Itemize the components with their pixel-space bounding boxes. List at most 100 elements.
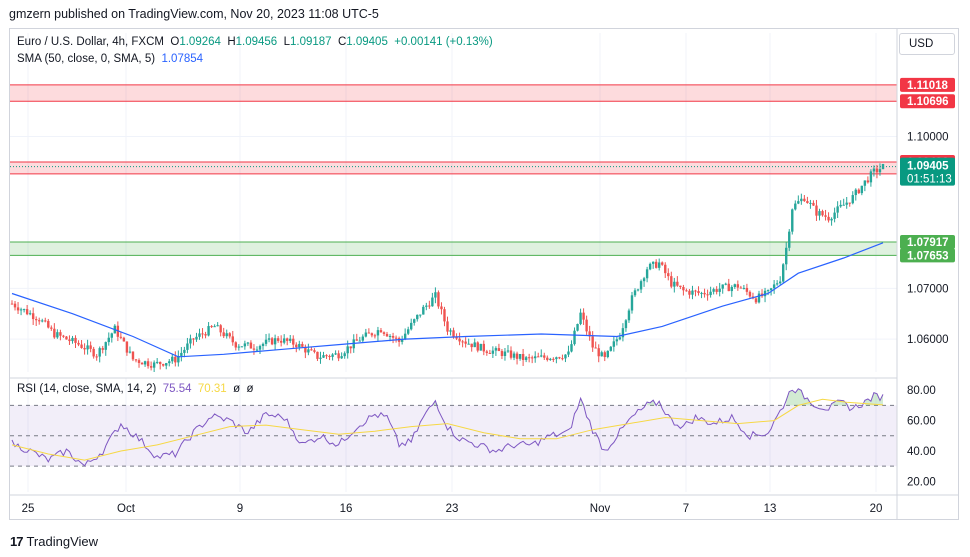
price-pane: [10, 33, 897, 372]
candle-up: [419, 314, 422, 316]
candle-up: [319, 357, 322, 359]
candle-down: [664, 264, 667, 274]
candle-up: [645, 269, 649, 279]
candle-down: [661, 262, 664, 265]
candle-up: [621, 328, 625, 338]
candle-up: [104, 342, 107, 350]
candle-down: [349, 346, 352, 349]
candle-down: [31, 313, 35, 320]
footer-brand[interactable]: 17 TradingView: [10, 534, 98, 549]
candle-up: [152, 362, 156, 368]
candle-down: [325, 355, 328, 357]
candle-down: [446, 321, 449, 332]
candle-down: [857, 189, 861, 194]
candle-down: [748, 291, 752, 297]
candle-up: [494, 348, 498, 351]
candle-up: [609, 346, 613, 351]
candle-up: [171, 356, 174, 362]
candle-up: [564, 354, 567, 359]
candle-down: [10, 303, 14, 305]
candle-down: [476, 342, 479, 351]
price-badge-label: 1.11018: [907, 80, 949, 92]
candle-up: [376, 330, 380, 336]
candle-down: [92, 348, 95, 357]
candle-down: [140, 362, 144, 365]
candle-down: [379, 330, 383, 333]
candle-up: [724, 283, 727, 285]
candle-up: [555, 357, 558, 360]
candle-down: [328, 356, 331, 358]
y-tick-label: 1.06000: [907, 334, 949, 346]
candle-up: [261, 343, 265, 347]
candle-down: [464, 341, 467, 344]
candle-down: [373, 335, 377, 337]
candle-down: [252, 348, 256, 350]
candle-down: [95, 356, 98, 358]
price-badge-label: 1.07917: [907, 237, 949, 249]
candle-down: [34, 319, 38, 321]
candle-up: [730, 286, 733, 292]
candle-down: [249, 342, 253, 349]
candle-up: [854, 189, 857, 196]
candle-up: [633, 290, 637, 296]
candle-down: [149, 366, 153, 368]
candle-down: [812, 202, 815, 206]
rsi-label: RSI (14, close, SMA, 14, 2): [17, 383, 157, 395]
candle-up: [413, 319, 416, 323]
candle-down: [497, 348, 501, 352]
candle-down: [292, 338, 295, 345]
candle-up: [733, 284, 737, 287]
candle-up: [307, 349, 310, 353]
candle-up: [110, 333, 114, 338]
rsi-tick-label: 60.00: [907, 416, 936, 428]
candle-up: [431, 297, 434, 307]
candle-up: [775, 283, 779, 285]
candle-up: [624, 320, 628, 329]
close-value: 1.09405: [346, 36, 388, 48]
candle-up: [721, 284, 724, 289]
price-badge: [900, 248, 955, 263]
candle-up: [503, 351, 507, 357]
candle-up: [833, 212, 836, 219]
candle-up: [180, 352, 183, 356]
candle-up: [273, 338, 277, 345]
candle-up: [518, 354, 522, 359]
candle-up: [322, 355, 325, 358]
candle-up: [648, 263, 652, 270]
open-value: 1.09264: [179, 36, 221, 48]
price-badge: [900, 77, 955, 92]
candle-down: [688, 290, 691, 295]
candle-down: [543, 355, 546, 358]
sma-legend: SMA (50, close, 0, SMA, 5) 1.07854: [17, 53, 203, 65]
candle-down: [122, 337, 126, 342]
symbol-name: Euro / U.S. Dollar, 4h, FXCM: [17, 36, 164, 48]
candle-up: [186, 343, 189, 350]
candle-up: [863, 180, 867, 186]
rsi-ma-value: 70.31: [197, 383, 227, 395]
candle-down: [385, 333, 389, 337]
price-badge-label: 1.10696: [907, 96, 949, 108]
candle-down: [391, 335, 395, 338]
candle-down: [192, 338, 195, 340]
candle-up: [651, 261, 655, 264]
candle-down: [13, 303, 17, 308]
candle-down: [585, 319, 588, 332]
candle-down: [754, 298, 758, 303]
candle-up: [860, 185, 864, 194]
candle-up: [410, 322, 413, 330]
candle-up: [642, 278, 646, 282]
candle-up: [769, 288, 773, 291]
candle-down: [355, 339, 358, 341]
candle-down: [231, 336, 234, 343]
current-price-label: 1.09405: [907, 161, 949, 173]
currency-button[interactable]: USD: [899, 33, 955, 55]
x-tick-label: 25: [22, 503, 35, 515]
y-tick-label: 1.07000: [907, 283, 949, 295]
candle-down: [279, 340, 283, 343]
candle-down: [806, 201, 809, 203]
candle-down: [25, 309, 29, 315]
candle-up: [778, 281, 782, 284]
candle-up: [264, 339, 268, 344]
x-tick-label: 16: [340, 503, 353, 515]
